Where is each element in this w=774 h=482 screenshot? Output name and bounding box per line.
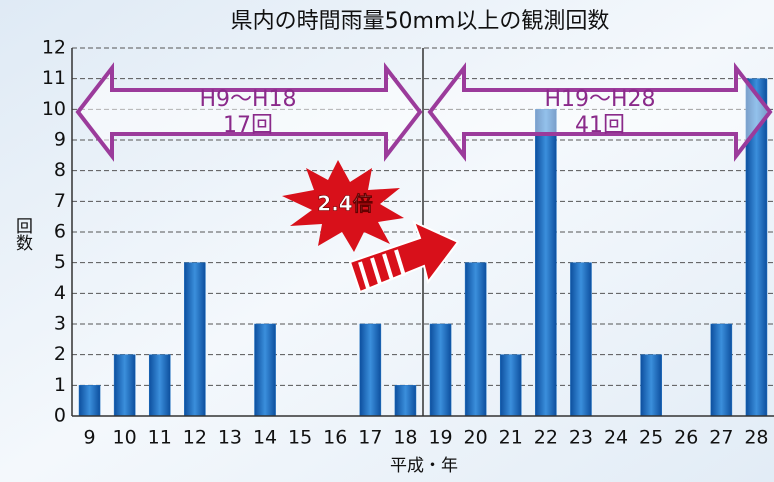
y-tick-label: 0 bbox=[54, 405, 66, 427]
y-tick-label: 9 bbox=[54, 129, 66, 151]
y-tick-label: 12 bbox=[42, 37, 66, 59]
annotation: H9〜H18 bbox=[199, 87, 296, 112]
y-tick-label: 3 bbox=[54, 313, 66, 335]
bar bbox=[149, 355, 170, 416]
annotation: 17回 bbox=[223, 113, 273, 138]
bar bbox=[360, 324, 381, 416]
bar bbox=[255, 324, 276, 416]
x-tick-label: 12 bbox=[183, 427, 207, 449]
bar bbox=[79, 385, 100, 416]
x-tick-label: 17 bbox=[358, 427, 382, 449]
y-axis-label: 回数 bbox=[12, 217, 33, 251]
x-tick-label: 11 bbox=[148, 427, 172, 449]
y-tick-label: 2 bbox=[54, 343, 66, 365]
y-tick-label: 6 bbox=[54, 221, 66, 243]
x-tick-label: 27 bbox=[709, 427, 733, 449]
x-tick-label: 10 bbox=[113, 427, 137, 449]
annotation: 41回 bbox=[575, 113, 625, 138]
x-tick-label: 16 bbox=[323, 427, 347, 449]
y-tick-label: 8 bbox=[54, 159, 66, 181]
x-tick-label: 19 bbox=[428, 427, 452, 449]
x-tick-label: 21 bbox=[499, 427, 523, 449]
bar bbox=[711, 324, 732, 416]
x-tick-label: 28 bbox=[744, 427, 768, 449]
y-tick-label: 7 bbox=[54, 190, 66, 212]
x-tick-label: 18 bbox=[393, 427, 417, 449]
y-tick-label: 11 bbox=[42, 67, 66, 89]
x-axis-label: 平成・年 bbox=[390, 456, 458, 476]
x-tick-label: 23 bbox=[569, 427, 593, 449]
x-tick-label: 15 bbox=[288, 427, 312, 449]
bar bbox=[395, 385, 416, 416]
annotation: 2.4倍 bbox=[317, 192, 372, 216]
y-tick-label: 4 bbox=[54, 282, 66, 304]
x-tick-label: 24 bbox=[604, 427, 628, 449]
x-tick-label: 25 bbox=[639, 427, 663, 449]
x-tick-label: 22 bbox=[534, 427, 558, 449]
y-tick-label: 10 bbox=[42, 98, 66, 120]
x-tick-label: 26 bbox=[674, 427, 698, 449]
bar bbox=[184, 263, 205, 416]
x-tick-label: 14 bbox=[253, 427, 277, 449]
y-tick-label: 5 bbox=[54, 251, 66, 273]
chart-title: 県内の時間雨量50mm以上の観測回数 bbox=[231, 9, 610, 34]
chart: 県内の時間雨量50mm以上の観測回数 回数 平成・年 0123456789101… bbox=[0, 0, 774, 482]
bar bbox=[465, 263, 486, 416]
y-tick-label: 1 bbox=[54, 374, 66, 396]
bar bbox=[500, 355, 521, 416]
bar bbox=[535, 109, 556, 416]
annotation: H19〜H28 bbox=[544, 87, 655, 112]
bar bbox=[114, 355, 135, 416]
x-tick-label: 9 bbox=[84, 427, 96, 449]
bar bbox=[430, 324, 451, 416]
x-tick-label: 13 bbox=[218, 427, 242, 449]
bar bbox=[641, 355, 662, 416]
bar bbox=[570, 263, 591, 416]
x-tick-label: 20 bbox=[464, 427, 488, 449]
